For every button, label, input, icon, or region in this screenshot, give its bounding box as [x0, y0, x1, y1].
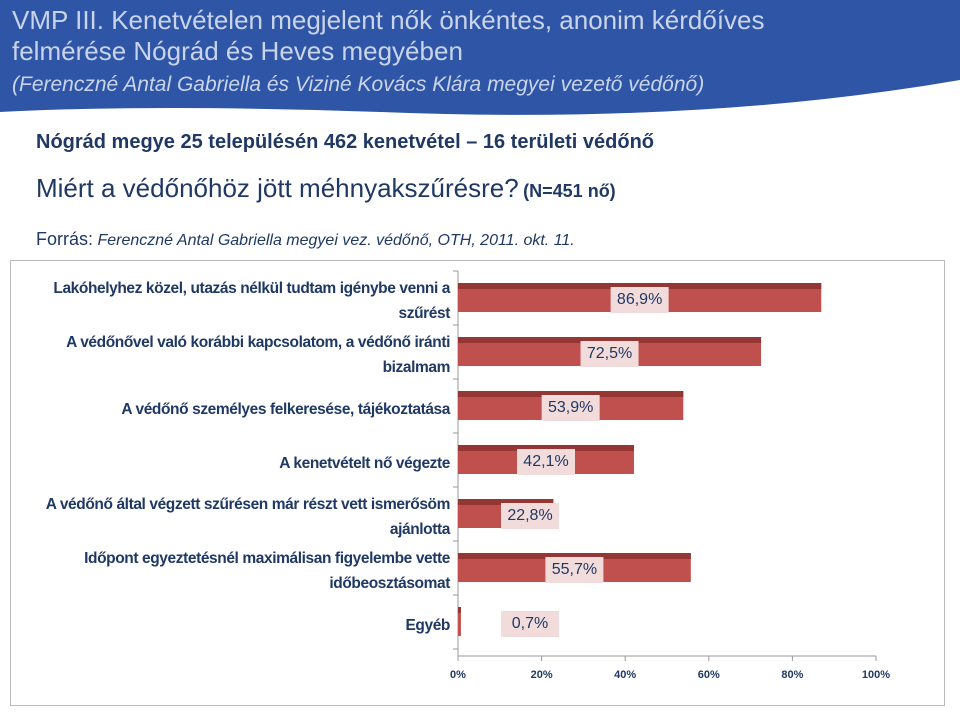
bar-top [458, 553, 691, 559]
value-label-bg [516, 449, 575, 475]
value-label: 0,7% [512, 615, 548, 632]
value-label: 55,7% [552, 561, 597, 578]
x-tick-label: 80% [781, 669, 803, 681]
banner [0, 0, 960, 115]
value-label-bg [545, 557, 604, 583]
category-label: A védőnő által végzett szűrésen már rész… [45, 496, 451, 538]
value-label: 72,5% [587, 345, 632, 362]
bar-top [458, 607, 461, 613]
category-label: Egyéb [405, 616, 450, 634]
bar-top [458, 445, 634, 451]
title-line: (Ferenczné Antal Gabriella és Viziné Kov… [12, 73, 705, 96]
value-label: 86,9% [617, 291, 662, 308]
source: Ferenczné Antal Gabriella megyei vez. vé… [97, 232, 575, 249]
summary: Nógrád megye 25 településén 462 kenetvét… [36, 131, 655, 153]
value-label: 53,9% [548, 399, 593, 416]
x-tick-label: 0% [450, 669, 466, 681]
category-label: Lakóhelyhez közel, utazás nélkül tudtam … [53, 280, 450, 322]
bar [458, 607, 461, 636]
x-tick-label: 100% [862, 669, 890, 681]
bar-top [458, 499, 554, 505]
x-tick-label: 20% [531, 669, 553, 681]
value-label: 42,1% [523, 453, 568, 470]
value-label-bg [580, 341, 639, 367]
category-label: A védőnő személyes felkeresése, tájékozt… [121, 400, 450, 418]
bar-group [458, 607, 461, 636]
x-tick-label: 40% [614, 669, 636, 681]
sample-size: (N=451 nő) [523, 181, 616, 201]
value-label-bg [541, 395, 600, 421]
value-label-bg [610, 287, 669, 313]
value-label: 22,8% [507, 507, 552, 524]
bar-top [458, 337, 762, 343]
title-line: felmérése Nógrád és Heves megyében [12, 36, 463, 66]
source-label: Forrás: [36, 229, 94, 249]
category-label: Időpont egyeztetésnél maximálisan figyel… [84, 550, 450, 592]
category-label: A kenetvételt nő végezte [279, 454, 450, 472]
bar-top [458, 391, 684, 397]
question: Miért a védőnőhöz jött méhnyakszűrésre? [36, 173, 519, 203]
bar-top [458, 283, 822, 289]
source-row: Forrás: Ferenczné Antal Gabriella megyei… [36, 229, 575, 250]
value-label-bg [501, 503, 559, 529]
question-row: Miért a védőnőhöz jött méhnyakszűrésre? … [36, 173, 616, 204]
title-line: VMP III. Kenetvételen megjelent nők önké… [12, 5, 765, 35]
value-label-bg [501, 611, 559, 637]
x-tick-label: 60% [698, 669, 720, 681]
chart-frame [10, 260, 945, 706]
category-label: A védőnővel való korábbi kapcsolatom, a … [66, 334, 450, 376]
